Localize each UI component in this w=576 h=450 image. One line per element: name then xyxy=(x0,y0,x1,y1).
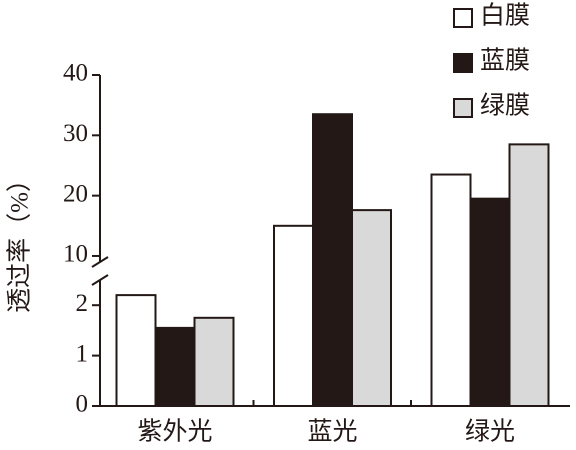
bar xyxy=(469,197,511,407)
y-tick-label: 30 xyxy=(63,120,88,147)
axis-break xyxy=(91,274,109,286)
y-tick-label: 10 xyxy=(63,241,88,268)
legend-swatch xyxy=(453,53,473,73)
bar xyxy=(154,326,196,408)
x-tick-label: 绿光 xyxy=(465,418,515,446)
legend-swatch xyxy=(453,98,473,118)
y-tick-label: 2 xyxy=(76,290,89,317)
legend-swatch xyxy=(453,8,473,28)
y-tick-label: 20 xyxy=(63,180,88,207)
bar xyxy=(193,316,235,407)
bar xyxy=(312,113,353,407)
bar xyxy=(351,209,392,407)
bar xyxy=(115,294,157,407)
y-tick-label: 0 xyxy=(76,391,89,418)
bar xyxy=(273,224,314,407)
y-tick-label: 1 xyxy=(76,340,89,367)
bar xyxy=(508,143,550,407)
legend-label: 绿膜 xyxy=(480,92,530,120)
x-tick-label: 紫外光 xyxy=(137,418,212,446)
y-axis-label: 透过率（%） xyxy=(6,167,34,313)
legend-label: 白膜 xyxy=(480,2,530,30)
legend-label: 蓝膜 xyxy=(480,47,530,75)
bar xyxy=(430,173,472,407)
axis-break xyxy=(91,256,109,268)
x-tick-label: 蓝光 xyxy=(307,418,357,446)
y-tick-label: 40 xyxy=(63,60,88,87)
